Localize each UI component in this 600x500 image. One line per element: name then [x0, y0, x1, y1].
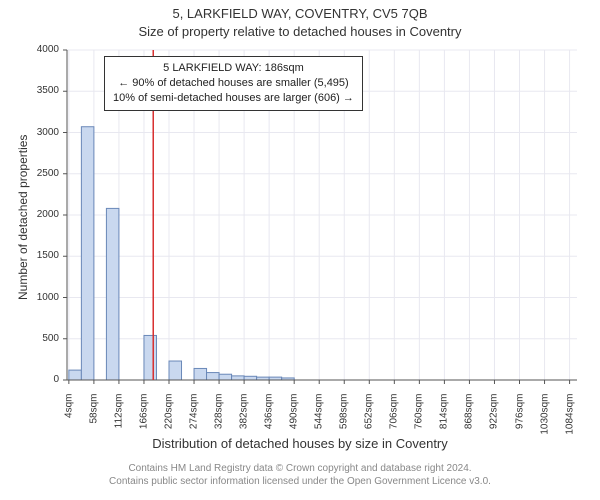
y-tick-label: 2000 [0, 209, 59, 220]
annotation-line3: 10% of semi-detached houses are larger (… [113, 91, 354, 106]
y-tick-label: 2500 [0, 168, 59, 179]
y-tick-label: 500 [0, 333, 59, 344]
y-tick-label: 3500 [0, 85, 59, 96]
attribution: Contains HM Land Registry data © Crown c… [0, 462, 600, 488]
y-tick-label: 3000 [0, 127, 59, 138]
y-tick-label: 1500 [0, 250, 59, 261]
y-tick-label: 0 [0, 374, 59, 385]
y-tick-label: 1000 [0, 292, 59, 303]
annotation-line2: ← 90% of detached houses are smaller (5,… [113, 76, 354, 91]
x-axis-label: Distribution of detached houses by size … [0, 436, 600, 451]
annotation-box: 5 LARKFIELD WAY: 186sqm ← 90% of detache… [104, 56, 363, 111]
chart-container: { "title_main": "5, LARKFIELD WAY, COVEN… [0, 0, 600, 500]
y-tick-label: 4000 [0, 44, 59, 55]
attribution-line1: Contains HM Land Registry data © Crown c… [0, 462, 600, 475]
attribution-line2: Contains public sector information licen… [0, 475, 600, 488]
annotation-line1: 5 LARKFIELD WAY: 186sqm [113, 61, 354, 76]
